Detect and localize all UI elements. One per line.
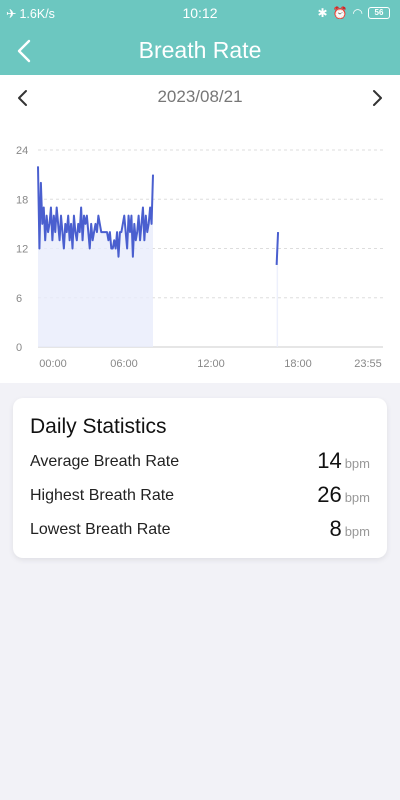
- app-header: ✈ 1.6K/s 10:12 ✱ ⏰ ◠ 56 Breath Rate: [0, 0, 400, 75]
- network-speed: 1.6K/s: [19, 6, 55, 21]
- stat-label: Highest Breath Rate: [30, 487, 175, 504]
- alarm-icon: ⏰: [332, 6, 348, 20]
- status-time: 10:12: [182, 5, 218, 21]
- y-tick-label: 6: [16, 293, 22, 305]
- stat-row-highest: Highest Breath Rate 26 bpm: [30, 482, 370, 510]
- series-area: [38, 166, 153, 347]
- stat-value-group: 14 bpm: [317, 448, 370, 474]
- nav-bar: Breath Rate: [0, 28, 400, 75]
- series-line: [37, 166, 154, 258]
- chevron-right-icon: [373, 90, 382, 106]
- x-tick-label: 18:00: [284, 358, 312, 370]
- y-tick-label: 0: [16, 342, 22, 354]
- stat-unit: bpm: [344, 490, 370, 505]
- status-bar: ✈ 1.6K/s 10:12 ✱ ⏰ ◠ 56: [0, 0, 400, 28]
- y-tick-label: 12: [16, 244, 28, 256]
- wifi-icon: ◠: [352, 6, 363, 20]
- chevron-left-icon: [18, 90, 27, 106]
- stat-value: 26: [317, 482, 342, 507]
- y-tick-label: 24: [16, 145, 28, 157]
- stat-row-lowest: Lowest Breath Rate 8 bpm: [30, 516, 370, 544]
- stat-unit: bpm: [344, 524, 370, 539]
- battery-icon: 56: [368, 7, 390, 19]
- x-tick-label: 06:00: [110, 358, 138, 370]
- stat-value-group: 8 bpm: [329, 516, 370, 542]
- bluetooth-icon: ✱: [317, 6, 328, 20]
- status-right: ✱ ⏰ ◠ 56: [317, 6, 390, 20]
- stat-value: 14: [317, 448, 342, 473]
- airplane-icon: ✈: [6, 7, 17, 21]
- stat-value-group: 26 bpm: [317, 482, 370, 508]
- y-tick-label: 18: [16, 194, 28, 206]
- breath-rate-chart: 0 6 12 18 24 00:00 06:00 12:00 18:00 23:55: [16, 145, 383, 370]
- chevron-left-icon: [17, 39, 31, 63]
- status-left: ✈ 1.6K/s: [6, 6, 55, 22]
- stats-title: Daily Statistics: [30, 415, 167, 438]
- stat-unit: bpm: [344, 456, 370, 471]
- date-label: 2023/08/21: [157, 87, 243, 106]
- chart-panel: 2023/08/21 0 6 12 18 24 00:00 06:00 12:00 18:00 2…: [0, 75, 400, 383]
- series-line: [275, 232, 280, 265]
- stat-label: Lowest Breath Rate: [30, 521, 171, 538]
- stat-value: 8: [329, 516, 342, 541]
- daily-statistics-card: Daily Statistics Average Breath Rate 14 …: [13, 398, 387, 558]
- next-day-button[interactable]: [366, 87, 388, 109]
- previous-day-button[interactable]: [12, 87, 34, 109]
- stat-row-average: Average Breath Rate 14 bpm: [30, 448, 370, 476]
- page-title: Breath Rate: [138, 37, 262, 63]
- back-button[interactable]: [12, 36, 38, 66]
- x-tick-label: 23:55: [354, 358, 382, 370]
- x-tick-label: 00:00: [39, 358, 67, 370]
- x-tick-label: 12:00: [197, 358, 225, 370]
- stat-label: Average Breath Rate: [30, 453, 180, 470]
- date-navigator: 2023/08/21: [0, 83, 400, 113]
